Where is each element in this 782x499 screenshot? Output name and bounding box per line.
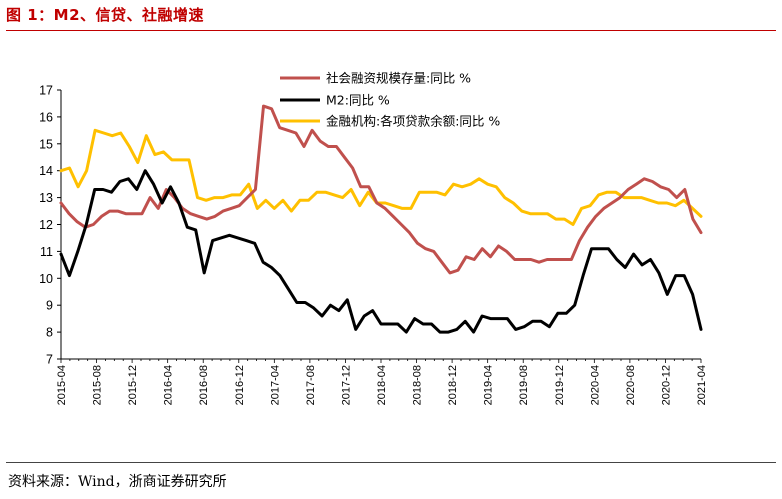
y-tick-label: 17 [39, 84, 53, 98]
y-tick-label: 12 [39, 218, 53, 232]
x-tick-label: 2018-04 [376, 365, 388, 405]
series-line-1 [59, 169, 703, 334]
y-tick-label: 8 [46, 326, 53, 340]
y-tick-label: 15 [39, 137, 53, 151]
x-tick-label: 2019-04 [483, 365, 495, 405]
y-tick-label: 13 [39, 191, 53, 205]
figure-title: 图 1：M2、信贷、社融增速 [6, 6, 205, 24]
y-tick-label: 10 [39, 272, 53, 286]
x-tick-label: 2017-04 [269, 365, 281, 405]
y-tick-label: 9 [46, 299, 53, 313]
y-tick-label: 7 [46, 353, 53, 367]
source-note: 资料来源：Wind，浙商证券研究所 [8, 474, 227, 490]
legend-label-0: 社会融资规模存量:同比 % [326, 71, 471, 86]
x-tick-label: 2018-08 [412, 365, 424, 405]
x-tick-label: 2017-12 [340, 365, 352, 405]
x-tick-label: 2017-08 [305, 365, 317, 405]
x-tick-label: 2020-04 [589, 365, 601, 405]
x-tick-label: 2016-12 [234, 365, 246, 405]
y-tick-label: 16 [39, 110, 53, 124]
legend-label-1: M2:同比 % [326, 93, 390, 108]
y-tick-label: 14 [39, 164, 53, 178]
x-tick-label: 2020-08 [625, 365, 637, 405]
x-tick-label: 2015-12 [127, 365, 139, 405]
x-tick-label: 2016-08 [198, 365, 210, 405]
x-tick-label: 2020-12 [660, 365, 672, 405]
x-tick-label: 2019-12 [554, 365, 566, 405]
x-tick-label: 2021-04 [696, 365, 708, 405]
x-tick-label: 2016-04 [163, 365, 175, 405]
chart-legend: 社会融资规模存量:同比 % M2:同比 % 金融机构:各项贷款余额:同比 % [280, 71, 500, 129]
x-tick-label: 2018-12 [447, 365, 459, 405]
y-tick-label: 11 [40, 245, 53, 259]
line-chart: 7 8 9 10 11 12 13 14 15 16 17 2015-04 2015-08 2015-12… [39, 71, 708, 406]
footer-divider [6, 462, 776, 463]
series-line-2 [59, 128, 703, 226]
x-tick-label: 2019-08 [518, 365, 530, 405]
legend-label-2: 金融机构:各项贷款余额:同比 % [326, 114, 500, 129]
chart-series [59, 104, 703, 334]
x-tick-label: 2015-08 [92, 365, 104, 405]
x-tick-label: 2015-04 [56, 365, 68, 405]
title-divider [6, 30, 776, 31]
chart-axes: 7 8 9 10 11 12 13 14 15 16 17 2015-04 2015-08 2015-12… [39, 84, 708, 406]
